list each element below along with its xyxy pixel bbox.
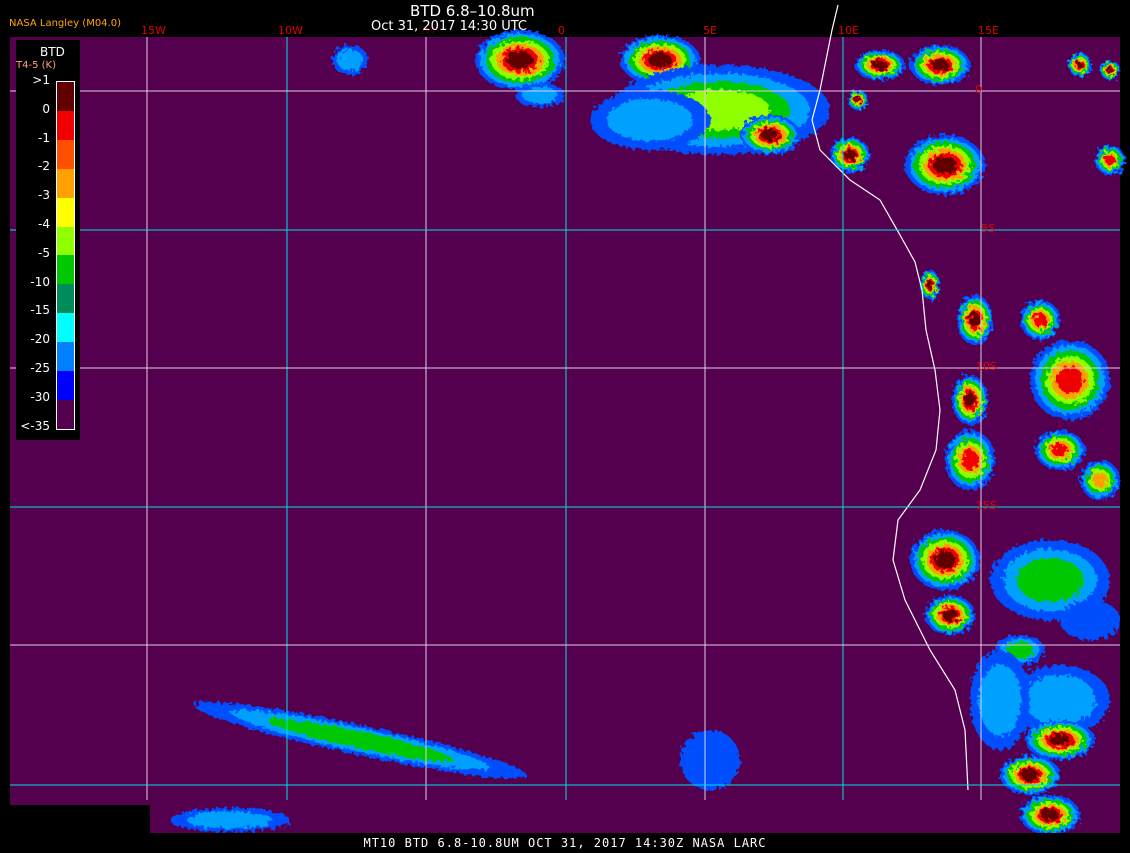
legend-label: -10: [30, 274, 50, 289]
cloud-region: [267, 718, 453, 762]
legend-swatch: [57, 139, 74, 169]
legend-label: -30: [30, 389, 50, 404]
legend-swatch: [57, 110, 74, 140]
legend-label: <-35: [20, 418, 50, 433]
cloud-region: [506, 51, 534, 69]
legend-swatch: [57, 342, 74, 372]
lat-label-5s: 5S: [981, 222, 995, 235]
cloud-region: [607, 98, 693, 142]
product-title: BTD 6.8–10.8um: [410, 2, 535, 20]
cloud-region: [1041, 809, 1059, 821]
cloud-region: [1033, 313, 1047, 327]
legend-label: 0: [42, 101, 50, 116]
credit-label: NASA Langley (M04.0): [9, 18, 121, 29]
legend-swatch: [57, 399, 74, 429]
cloud-region: [961, 450, 979, 470]
lat-label-0: 0: [975, 83, 982, 96]
cloud-region: [844, 149, 856, 161]
datetime: Oct 31, 2017 14:30 UTC: [371, 19, 527, 34]
legend-label: -3: [38, 188, 50, 203]
legend-label: -2: [38, 159, 50, 174]
cloud-region: [1056, 366, 1084, 394]
legend-swatch: [57, 168, 74, 198]
lat-label-15s: 15S: [976, 499, 997, 512]
cloud-region: [1024, 675, 1096, 725]
cloud-region: [761, 129, 779, 141]
coastline: [811, 4, 969, 791]
cloud-region: [872, 60, 888, 70]
cloud-region: [855, 97, 861, 103]
legend-label: -1: [38, 130, 50, 145]
lat-lon-grid: [10, 37, 1120, 800]
cloud-region: [933, 156, 957, 174]
cloud-region: [1021, 769, 1039, 781]
lat-label-10s: 10S: [976, 360, 997, 373]
cloud-region: [931, 59, 949, 71]
cloud-region: [1107, 67, 1113, 73]
lon-label-5w: 5W: [418, 24, 436, 37]
cloud-region: [1076, 61, 1084, 69]
lon-label-10e: 10E: [838, 24, 859, 37]
cloud-region: [942, 609, 958, 621]
legend-swatch: [57, 313, 74, 343]
color-legend: BTD T4-5 (K) >1 0 -1 -2 -3 -4 -5 -10 -15 -20 -25 -3…: [16, 40, 80, 440]
cloud-region: [337, 49, 363, 71]
legend-label: -15: [30, 303, 50, 318]
no-data-region: [10, 805, 150, 835]
lon-label-10w: 10W: [278, 24, 303, 37]
legend-title: BTD: [40, 45, 65, 59]
legend-swatch: [57, 197, 74, 227]
legend-colorbar: [56, 81, 75, 430]
legend-label: -20: [30, 332, 50, 347]
cloud-region: [1092, 472, 1108, 488]
footer-caption: MT10 BTD 6.8-10.8UM OCT 31, 2017 14:30Z …: [0, 833, 1130, 850]
lon-label-15e: 15E: [978, 24, 999, 37]
cloud-region: [680, 730, 740, 790]
legend-label: >1: [32, 73, 50, 87]
cloud-field: [170, 30, 1125, 835]
cloud-region: [187, 811, 273, 829]
legend-subtitle: T4-5 (K): [16, 60, 56, 71]
legend-swatch: [57, 226, 74, 256]
cloud-region: [934, 551, 956, 569]
legend-swatch: [57, 371, 74, 400]
cloud-region: [522, 86, 558, 104]
cloud-region: [927, 280, 933, 290]
legend-swatch: [57, 255, 74, 285]
cloud-region: [1051, 443, 1069, 457]
cloud-region: [1060, 600, 1120, 640]
cloud-region: [969, 312, 981, 328]
lon-label-5e: 5E: [703, 24, 717, 37]
legend-label: -25: [30, 361, 50, 375]
legend-label: -4: [38, 217, 50, 231]
cloud-region: [978, 664, 1022, 736]
legend-label: -5: [38, 245, 50, 260]
cloud-region: [1105, 155, 1115, 165]
cloud-region: [1049, 734, 1071, 746]
cloud-region: [964, 392, 976, 408]
cloud-region: [648, 52, 672, 68]
legend-swatch: [57, 284, 74, 314]
cloud-region: [1016, 557, 1084, 603]
legend-swatch: [57, 82, 74, 111]
cloud-region: [1006, 641, 1034, 659]
lon-label-15w: 15W: [141, 24, 166, 37]
lon-label-0: 0: [558, 24, 565, 37]
